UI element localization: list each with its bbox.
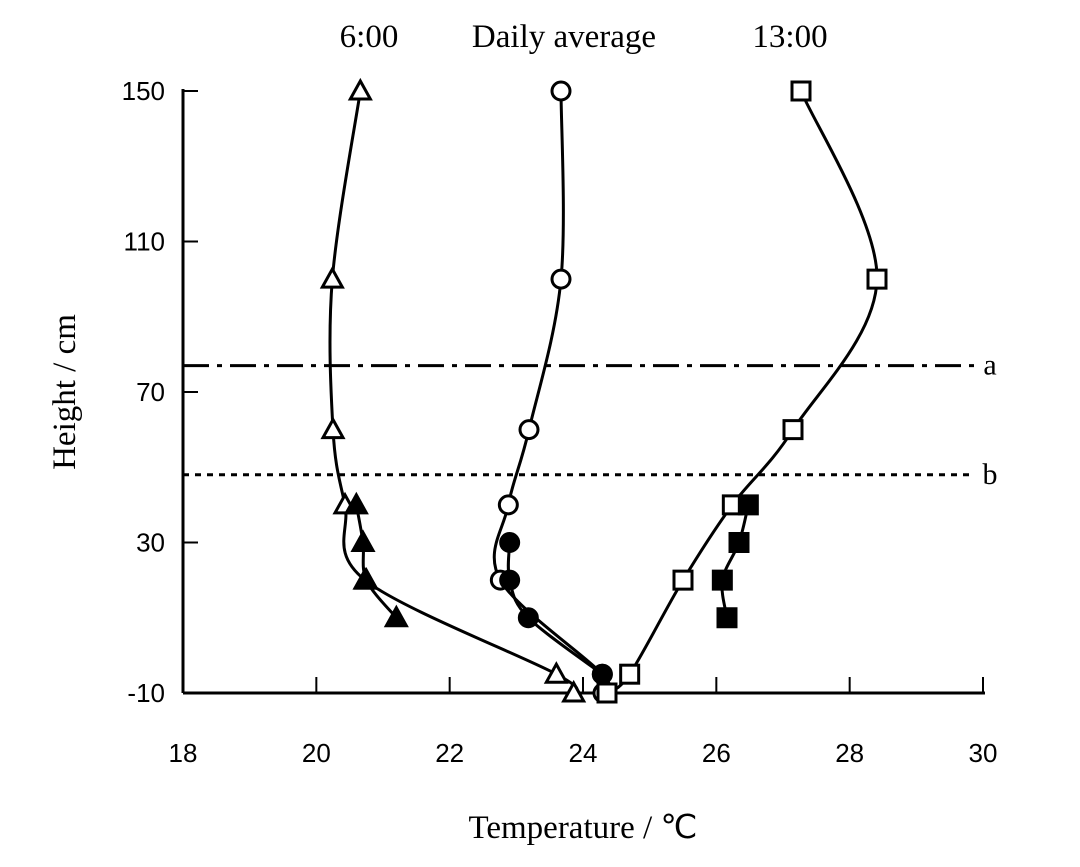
data-point-square — [711, 569, 733, 591]
data-point-triangle — [543, 661, 569, 684]
series-line — [506, 542, 604, 676]
x-tick-label: 20 — [302, 738, 331, 768]
data-point-square — [866, 268, 888, 290]
series-line — [606, 90, 879, 695]
data-point-square — [790, 80, 812, 102]
data-point-square — [716, 607, 738, 629]
y-tick-label: -10 — [127, 678, 165, 708]
data-point-circle — [518, 419, 540, 441]
y-tick-label: 110 — [124, 227, 165, 257]
reference-line-label: a — [983, 349, 996, 382]
data-point-triangle — [319, 266, 345, 289]
data-point-triangle — [383, 604, 409, 628]
series-line — [720, 504, 750, 618]
data-point-circle — [497, 494, 519, 516]
reference-line-label: b — [983, 458, 998, 491]
data-point-circle — [591, 663, 613, 685]
data-point-square — [737, 494, 759, 516]
x-tick-label: 18 — [169, 738, 198, 768]
data-point-circle — [499, 532, 521, 553]
data-point-triangle — [320, 416, 346, 440]
x-axis-label: Temperature / ℃ — [469, 810, 698, 846]
data-point-triangle — [353, 567, 379, 590]
y-axis-label: Height / cm — [47, 314, 83, 470]
x-tick-label: 24 — [569, 738, 598, 768]
y-tick-label: 30 — [136, 528, 165, 558]
series-label: 6:00 — [340, 19, 399, 55]
series-line — [492, 90, 612, 694]
series-line — [354, 504, 398, 619]
data-point-circle — [517, 607, 539, 629]
series-label: 13:00 — [752, 19, 827, 55]
x-tick-label: 30 — [969, 738, 998, 768]
y-tick-label: 70 — [136, 377, 165, 407]
data-point-square — [596, 682, 618, 704]
x-tick-label: 28 — [835, 738, 864, 768]
data-point-square — [782, 419, 804, 441]
data-point-circle — [550, 80, 572, 102]
data-point-triangle — [347, 77, 373, 101]
x-tick-label: 22 — [435, 738, 464, 768]
data-point-square — [619, 663, 641, 685]
x-tick-label: 26 — [702, 738, 731, 768]
data-point-circle — [550, 268, 572, 290]
data-point-circle — [499, 569, 521, 591]
data-point-triangle — [343, 491, 369, 515]
series-label: Daily average — [472, 19, 656, 55]
data-point-square — [728, 532, 750, 553]
data-point-triangle — [561, 679, 587, 703]
data-point-square — [672, 569, 694, 591]
y-tick-label: 150 — [122, 76, 165, 106]
data-point-triangle — [350, 529, 376, 552]
